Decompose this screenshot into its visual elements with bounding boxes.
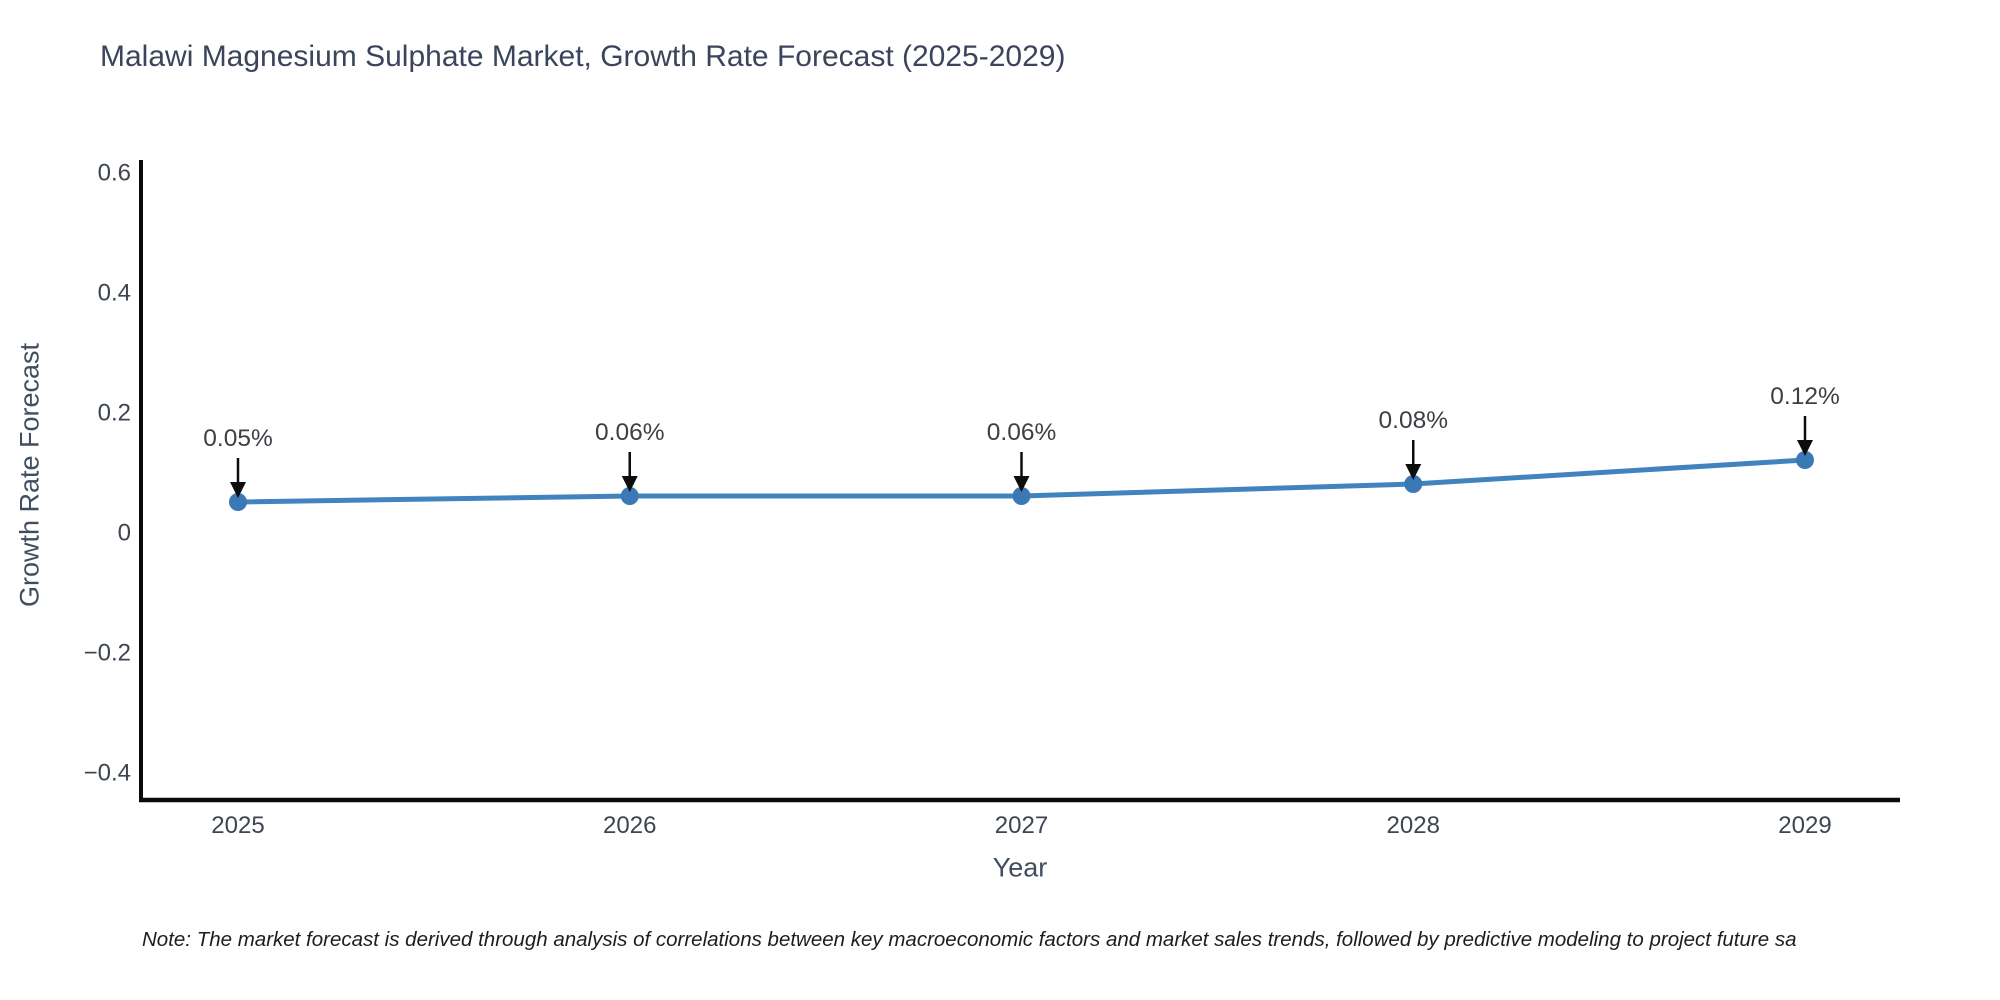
annotation-arrowhead-icon xyxy=(621,476,638,492)
annotation-arrowhead-icon xyxy=(1013,476,1030,492)
x-tick-label: 2028 xyxy=(1387,812,1440,839)
data-point-marker xyxy=(229,493,247,511)
data-point-marker xyxy=(620,487,639,505)
y-tick-label: 0.6 xyxy=(98,160,131,187)
x-axis-label: Year xyxy=(992,852,1048,883)
data-point-label: 0.12% xyxy=(1770,383,1839,410)
y-tick-label: 0.4 xyxy=(98,280,131,307)
data-point-label: 0.06% xyxy=(987,419,1056,446)
y-tick-label: −0.2 xyxy=(84,640,131,667)
y-tick-label: 0 xyxy=(118,520,131,547)
x-tick-label: 2026 xyxy=(603,812,656,839)
x-tick-label: 2029 xyxy=(1778,812,1831,839)
annotation-arrowhead-icon xyxy=(1405,464,1422,480)
data-point-label: 0.06% xyxy=(595,419,664,446)
data-point-marker xyxy=(1796,451,1814,469)
data-point-marker xyxy=(1012,487,1031,505)
annotation-arrowhead-icon xyxy=(1797,440,1813,456)
footnote: Note: The market forecast is derived thr… xyxy=(142,928,1797,951)
annotation-arrowhead-icon xyxy=(230,482,246,498)
x-tick-label: 2025 xyxy=(211,812,264,839)
data-point-label: 0.05% xyxy=(203,425,272,452)
data-point-marker xyxy=(1404,475,1423,493)
data-point-label: 0.08% xyxy=(1379,407,1448,434)
chart-title: Malawi Magnesium Sulphate Market, Growth… xyxy=(100,40,1066,73)
y-tick-label: −0.4 xyxy=(84,760,131,787)
x-tick-label: 2027 xyxy=(995,812,1048,839)
y-tick-label: 0.2 xyxy=(98,400,131,427)
